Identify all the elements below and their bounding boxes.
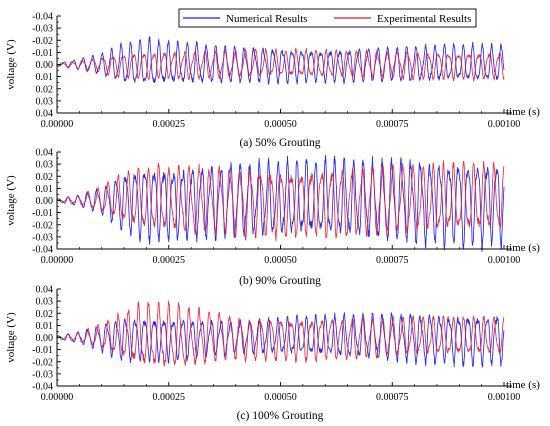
series-line-experimental xyxy=(56,47,505,82)
legend-label-numerical: Numerical Results xyxy=(226,13,308,25)
panel-caption: (a) 50% Grouting xyxy=(239,137,320,149)
y-tick-label: 0.01 xyxy=(36,321,54,332)
y-tick-label: -0.04 xyxy=(32,12,53,23)
y-tick-label: -0.03 xyxy=(32,24,53,35)
y-tick-label: 0.02 xyxy=(36,172,54,183)
y-tick-label: -0.02 xyxy=(32,220,53,231)
y-tick-label: -0.04 xyxy=(32,245,53,256)
x-tick-label: 0.00100 xyxy=(488,392,521,403)
y-tick-label: 0.03 xyxy=(36,297,54,308)
x-tick-label: 0.00075 xyxy=(376,255,409,266)
series-line-numerical xyxy=(56,154,505,252)
y-tick-label: -0.04 xyxy=(32,382,53,393)
y-tick-label: -0.01 xyxy=(32,48,53,59)
y-tick-label: 0.03 xyxy=(36,96,54,107)
y-tick-label: 0.01 xyxy=(36,72,54,83)
y-tick-label: -0.01 xyxy=(32,208,53,219)
y-tick-label: -0.01 xyxy=(32,345,53,356)
series-line-numerical xyxy=(56,36,505,85)
x-tick-label: 0.00100 xyxy=(488,119,521,130)
y-tick-label: -0.03 xyxy=(32,369,53,380)
x-tick-label: 0.00050 xyxy=(264,392,297,403)
panel-3: 0.040.030.020.010.00-0.01-0.02-0.03 -0.04… xyxy=(5,285,540,423)
x-axis-title: time (s) xyxy=(506,106,540,118)
x-axis-title: time (s) xyxy=(506,242,540,254)
series-group xyxy=(56,36,505,85)
y-tick-label: 0.00 xyxy=(36,333,54,344)
legend: Numerical Results Experimental Results xyxy=(178,8,477,28)
y-tick-label: 0.02 xyxy=(36,84,54,95)
panel-2: 0.040.030.020.010.00-0.01-0.02-0.03 -0.04… xyxy=(5,148,540,288)
x-tick-label: 0.00025 xyxy=(153,255,186,266)
y-tick-label: 0.03 xyxy=(36,160,54,171)
series-group xyxy=(56,154,505,252)
x-tick-label: 0.00100 xyxy=(488,255,521,266)
x-axis-title: time (s) xyxy=(506,379,540,391)
y-tick-label: 0.04 xyxy=(36,148,54,159)
panel-1: -0.04-0.03-0.02-0.010.000.010.020.03 0.04… xyxy=(5,12,540,150)
x-tick-label: 0.00000 xyxy=(41,255,74,266)
x-tick-label: 0.00000 xyxy=(41,119,74,130)
panels: -0.04-0.03-0.02-0.010.000.010.020.030.04… xyxy=(5,12,540,423)
series-line-experimental xyxy=(56,300,505,367)
y-tick-label: 0.04 xyxy=(36,109,54,120)
series-group xyxy=(56,300,505,368)
y-tick-label: 0.02 xyxy=(36,309,54,320)
panel-caption: (c) 100% Grouting xyxy=(237,410,324,422)
x-tick-label: 0.00050 xyxy=(264,119,297,130)
x-tick-label: 0.00075 xyxy=(376,119,409,130)
y-tick-label: 0.00 xyxy=(36,196,54,207)
y-tick-label: -0.02 xyxy=(32,36,53,47)
series-line-experimental xyxy=(56,160,505,242)
y-axis-title: voltage (V) xyxy=(5,39,17,90)
y-tick-label: 0.00 xyxy=(36,60,54,71)
x-tick-label: 0.00025 xyxy=(153,119,186,130)
x-tick-label: 0.00050 xyxy=(264,255,297,266)
panel-caption: (b) 90% Grouting xyxy=(239,275,321,287)
legend-label-experimental: Experimental Results xyxy=(377,13,471,25)
y-tick-label: 0.01 xyxy=(36,184,54,195)
y-tick-label: 0.04 xyxy=(36,285,54,296)
y-tick-label: -0.02 xyxy=(32,357,53,368)
x-tick-label: 0.00000 xyxy=(41,392,74,403)
series-line-numerical xyxy=(56,312,505,368)
x-tick-label: 0.00025 xyxy=(153,392,186,403)
y-axis-title: voltage (V) xyxy=(5,312,17,363)
x-tick-label: 0.00075 xyxy=(376,392,409,403)
legend-box xyxy=(178,8,477,28)
y-axis-title: voltage (V) xyxy=(5,175,17,226)
y-tick-label: -0.03 xyxy=(32,232,53,243)
